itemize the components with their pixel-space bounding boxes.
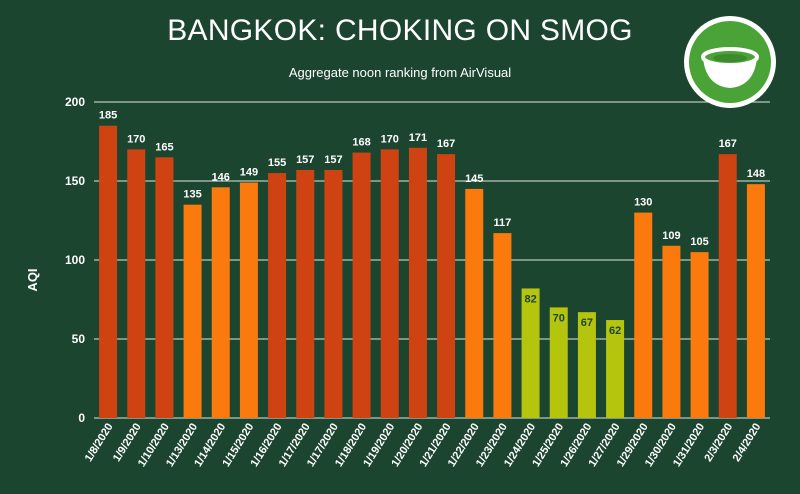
data-labels: 185 170 165 135 146 149 155 157 157 168 170 171 167 1… (99, 110, 765, 337)
x-tick-label: 2/4/2020 (731, 421, 764, 464)
data-label: 167 (719, 138, 737, 150)
data-label: 145 (465, 173, 483, 185)
bowl-logo-icon (684, 16, 776, 108)
data-label: 168 (352, 137, 370, 149)
chart-subtitle: Aggregate noon ranking from AirVisual (288, 65, 512, 80)
bar (493, 233, 512, 418)
data-label: 148 (747, 168, 765, 180)
data-label: 67 (581, 317, 593, 329)
bar (437, 154, 456, 418)
data-label: 105 (690, 236, 708, 248)
data-label: 117 (494, 217, 512, 229)
data-label: 157 (324, 154, 342, 166)
bar (690, 252, 709, 418)
bar (211, 187, 230, 418)
data-label: 62 (609, 325, 621, 337)
data-label: 146 (212, 171, 230, 183)
bar (408, 147, 427, 418)
y-tick-label: 50 (72, 332, 86, 346)
data-label: 157 (296, 154, 314, 166)
bar (634, 212, 653, 418)
y-axis-title: AQI (25, 268, 40, 291)
bar (352, 152, 371, 418)
bar (662, 245, 681, 418)
y-axis-ticks: 0 50 100 150 200 (65, 95, 85, 425)
bar (239, 182, 258, 418)
bar (380, 149, 399, 418)
data-label: 167 (437, 138, 455, 150)
chart-title: BANGKOK: CHOKING ON SMOG (167, 14, 633, 47)
data-label: 155 (268, 157, 286, 169)
x-axis-ticks: 1/8/20201/9/20201/10/20201/13/20201/14/2… (83, 421, 764, 469)
bars (99, 125, 765, 419)
bar (183, 204, 202, 418)
bar (521, 288, 540, 418)
data-label: 170 (127, 133, 145, 145)
bar (324, 169, 343, 418)
data-label: 82 (524, 293, 536, 305)
y-tick-label: 150 (65, 174, 85, 188)
y-tick-label: 0 (78, 411, 85, 425)
data-label: 149 (240, 167, 258, 179)
data-label: 70 (553, 312, 565, 324)
bar (268, 173, 287, 418)
data-label: 170 (381, 133, 399, 145)
bar (746, 184, 765, 418)
y-tick-label: 100 (65, 253, 85, 267)
data-label: 171 (409, 132, 427, 144)
data-label: 130 (634, 197, 652, 209)
bar (606, 320, 625, 418)
data-label: 165 (155, 141, 173, 153)
bar (577, 312, 596, 418)
gridlines (94, 101, 770, 419)
bar (718, 154, 737, 418)
bar (99, 125, 118, 418)
bar (465, 188, 484, 418)
data-label: 109 (662, 230, 680, 242)
y-tick-label: 200 (65, 95, 85, 109)
data-label: 185 (99, 110, 117, 122)
bar (155, 157, 174, 419)
data-label: 135 (183, 189, 201, 201)
bar (549, 307, 568, 418)
bar (296, 169, 315, 418)
bar (127, 149, 146, 418)
